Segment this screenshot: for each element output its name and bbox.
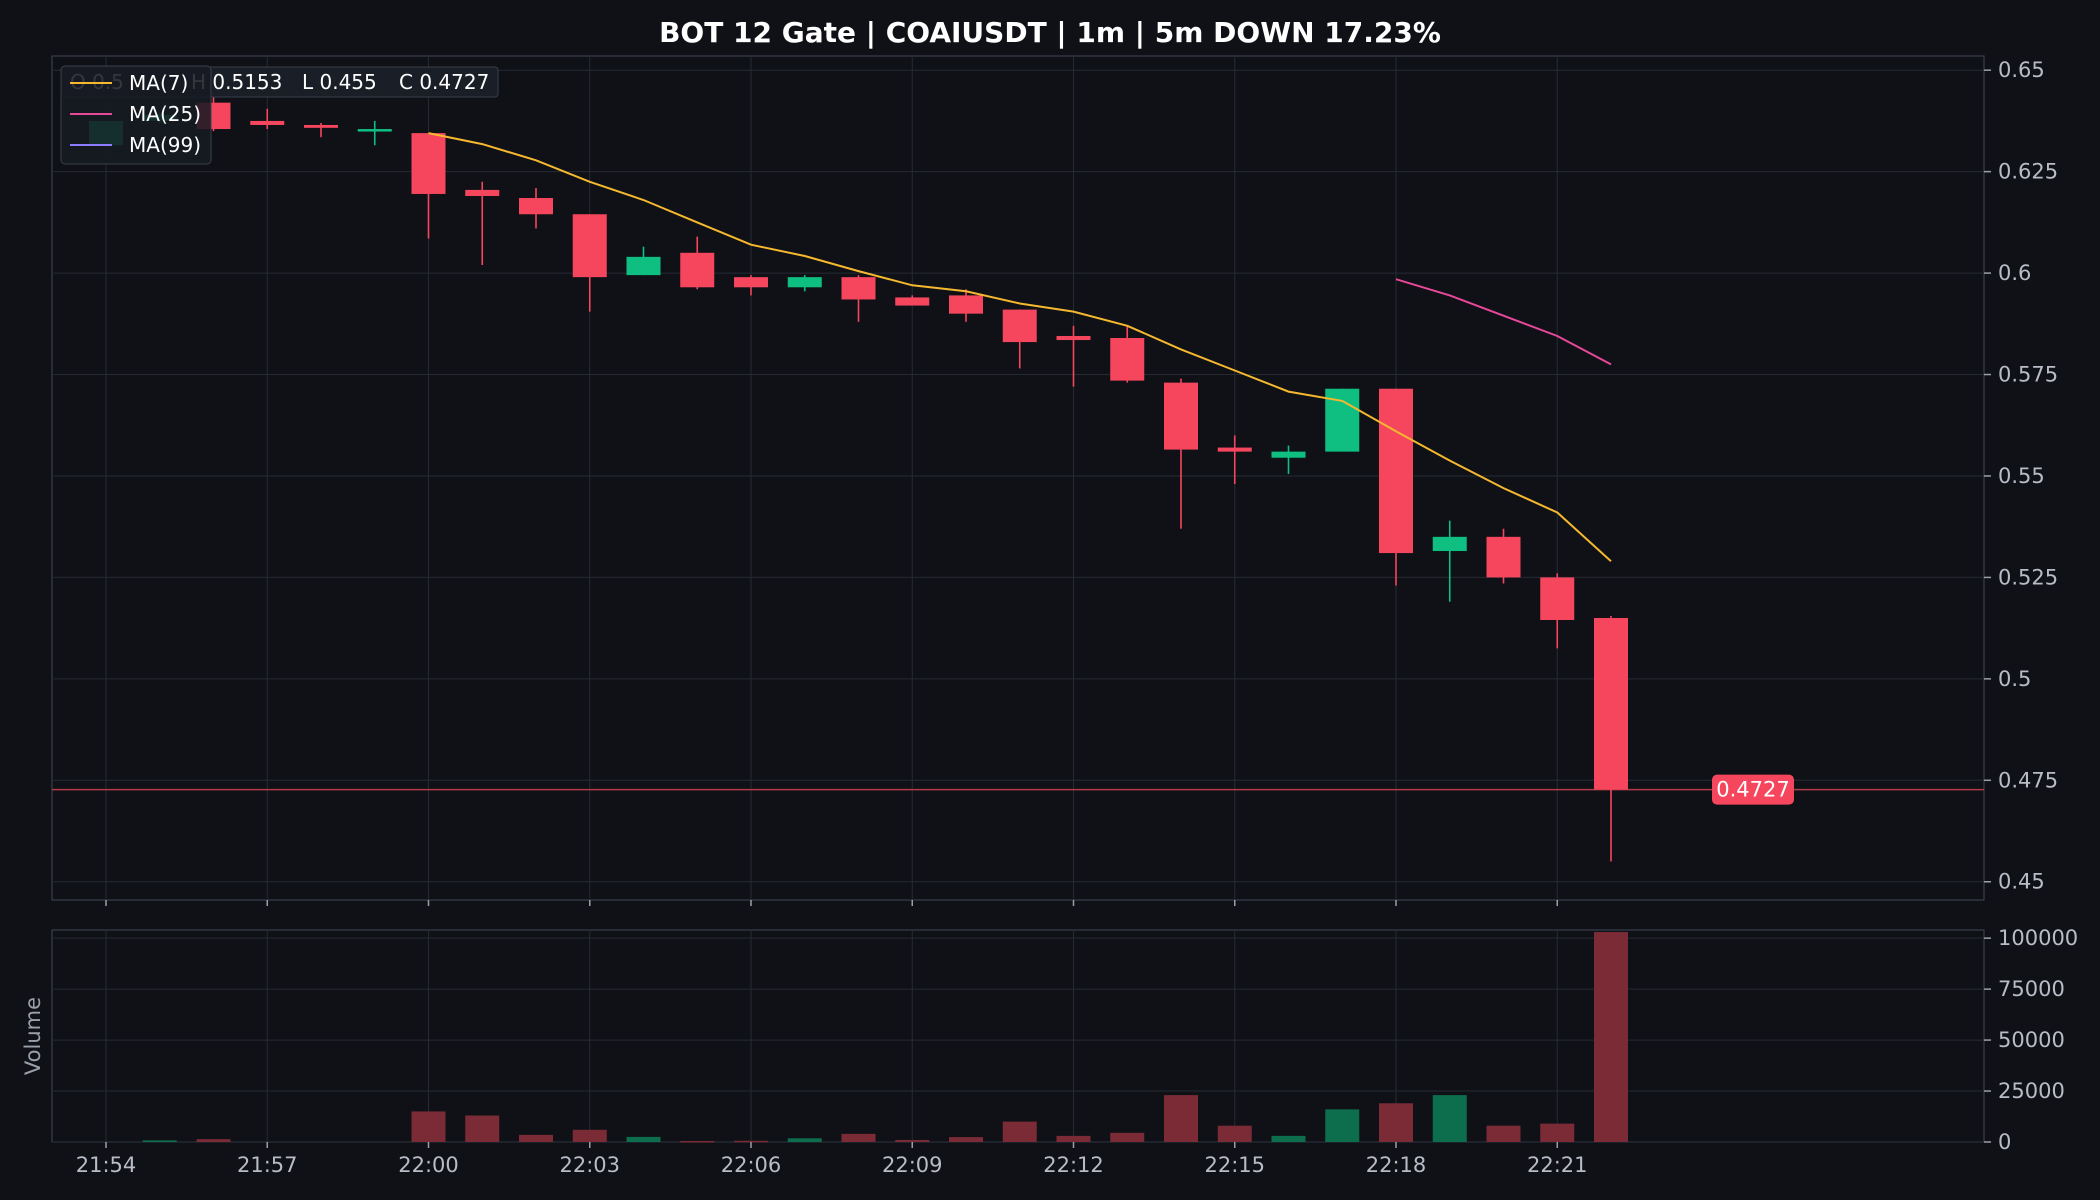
legend-label: MA(7) — [129, 71, 188, 95]
volume-tick-label: 75000 — [1998, 977, 2065, 1001]
volume-axis-label: Volume — [21, 997, 45, 1075]
candle-body — [1540, 577, 1575, 621]
candle-body — [734, 277, 768, 288]
candle-body — [949, 295, 983, 314]
volume-bar — [787, 1138, 822, 1142]
candle-body — [626, 256, 661, 276]
candle-body — [465, 189, 500, 196]
volume-bar — [519, 1134, 553, 1142]
volume-tick-label: 100000 — [1998, 926, 2078, 950]
volume-bar — [895, 1139, 930, 1142]
volume-bar — [1002, 1121, 1037, 1142]
volume-bar — [411, 1111, 446, 1142]
volume-bar — [1271, 1135, 1306, 1142]
x-tick-label: 22:15 — [1204, 1153, 1265, 1177]
volume-bar — [1432, 1095, 1467, 1142]
volume-bar — [1217, 1125, 1252, 1142]
x-tick-label: 22:12 — [1043, 1153, 1104, 1177]
legend-box — [60, 65, 212, 165]
volume-tick-label: 50000 — [1998, 1028, 2065, 1052]
x-tick-label: 21:54 — [76, 1153, 137, 1177]
legend-label: MA(99) — [129, 133, 201, 157]
x-tick-label: 22:06 — [721, 1153, 782, 1177]
candle-body — [1110, 338, 1145, 381]
ma25-line — [1395, 278, 1612, 366]
price-tick-label: 0.525 — [1998, 565, 2058, 589]
volume-bar — [1056, 1135, 1091, 1142]
price-tick-label: 0.6 — [1998, 261, 2031, 285]
ma7-line — [428, 132, 1612, 562]
price-tick-label: 0.575 — [1998, 363, 2058, 387]
candle-body — [357, 129, 392, 132]
ohlc-low: L 0.455 — [302, 70, 377, 94]
ohlc-close: C 0.4727 — [399, 70, 489, 94]
volume-bar — [1110, 1132, 1145, 1142]
volume-bar — [1325, 1109, 1360, 1142]
candle-body — [680, 252, 715, 288]
chart-title: BOT 12 Gate | COAIUSDT | 1m | 5m DOWN 17… — [659, 16, 1441, 49]
x-tick-label: 22:00 — [398, 1153, 459, 1177]
x-axis: 21:54 21:57 22:00 22:03 22:06 22:09 22:12 22:15… — [76, 900, 1588, 1177]
price-tick-label: 0.55 — [1998, 464, 2045, 488]
price-panel-frame — [51, 55, 1985, 901]
volume-bar — [572, 1129, 607, 1142]
volume-bar — [465, 1115, 500, 1142]
x-tick-label: 22:09 — [882, 1153, 943, 1177]
last-price-label: 0.4727 — [1716, 778, 1789, 802]
x-tick-label: 22:03 — [559, 1153, 620, 1177]
volume-bar — [1486, 1125, 1521, 1142]
volume-bar — [1164, 1095, 1198, 1142]
price-panel: 0.65 0.625 0.6 0.575 0.55 0.525 0.5 0.475 0.45 0.… — [51, 55, 2058, 901]
candle-body — [411, 133, 446, 194]
volume-bar — [196, 1139, 231, 1142]
volume-bar — [680, 1140, 715, 1143]
candle-body — [1056, 335, 1091, 341]
price-tick-label: 0.625 — [1998, 160, 2058, 184]
candle-body — [572, 214, 607, 278]
volume-bar — [734, 1140, 768, 1143]
price-tick-label: 0.5 — [1998, 667, 2031, 691]
volume-panel-frame — [51, 929, 1985, 1143]
x-tick-label: 21:57 — [237, 1153, 298, 1177]
volume-tick-label: 25000 — [1998, 1079, 2065, 1103]
candle-body — [1217, 447, 1252, 452]
volume-bar — [1594, 932, 1628, 1142]
candle-body — [1594, 617, 1628, 790]
candle-body — [895, 297, 930, 306]
volume-tick-label: 0 — [1998, 1130, 2011, 1154]
candle-body — [1271, 451, 1306, 458]
candle-body — [1432, 536, 1467, 552]
volume-bar — [1379, 1103, 1413, 1142]
candle-body — [1164, 382, 1198, 450]
x-tick-label: 22:18 — [1366, 1153, 1427, 1177]
volume-bar — [949, 1137, 983, 1142]
volume-bar — [1540, 1123, 1575, 1142]
volume-panel: 100000 75000 50000 25000 0 Volume — [21, 926, 2078, 1154]
candle-body — [841, 277, 876, 300]
candle-body — [304, 124, 338, 128]
candle-body — [250, 120, 285, 125]
candle-body — [519, 198, 553, 215]
volume-bar — [626, 1136, 661, 1142]
legend-label: MA(25) — [129, 102, 201, 126]
x-tick-label: 22:21 — [1527, 1153, 1588, 1177]
last-price-tag — [1712, 774, 1794, 805]
candle-body — [1486, 536, 1521, 578]
candle-body — [1379, 388, 1413, 554]
price-tick-label: 0.65 — [1998, 58, 2045, 82]
price-tick-label: 0.45 — [1998, 870, 2045, 894]
volume-bar — [841, 1133, 876, 1142]
price-tick-label: 0.475 — [1998, 768, 2058, 792]
candle-body — [1002, 309, 1037, 343]
candle-body — [787, 277, 822, 288]
volume-bar — [142, 1140, 177, 1142]
